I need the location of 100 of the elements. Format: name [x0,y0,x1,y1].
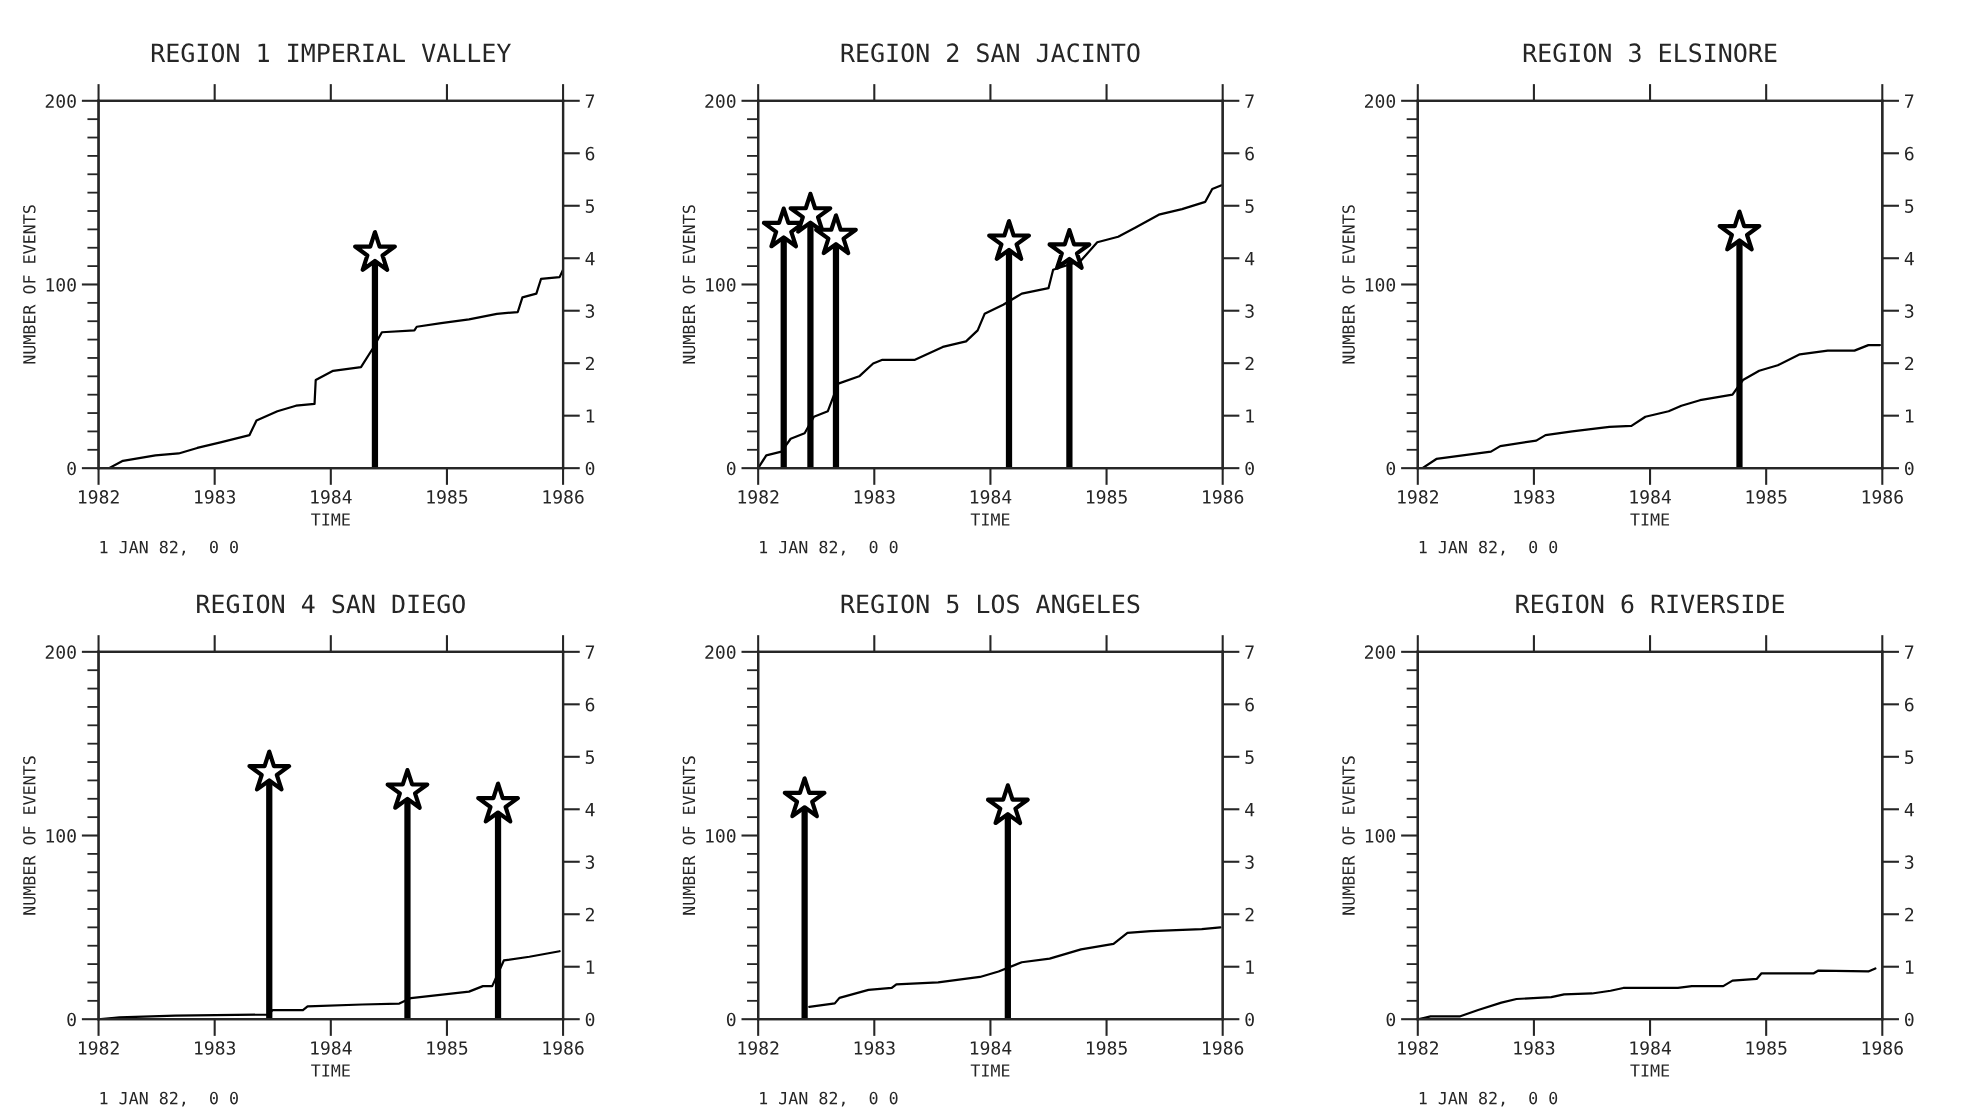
y2-tick-label: 7 [1905,645,1914,659]
y2-tick-label: 2 [1905,907,1914,922]
y2-tick-label: 3 [1245,304,1254,318]
y2-tick-label: 1 [1906,960,1914,974]
y2-tick-label: 5 [585,750,595,764]
y2-tick-label: 0 [585,1012,595,1027]
y2-tick-label: 5 [1245,199,1254,213]
y2-tick-label: 2 [1245,356,1254,371]
y2-tick-label: 1 [586,960,595,974]
y-tick-label: 100 [46,829,76,843]
y2-tick-label: 6 [585,697,595,712]
y-axis-title: NUMBER OF EVENTS [23,205,36,364]
x-tick-label: 1982 [1398,1041,1438,1055]
y-tick-label: 0 [1386,1012,1396,1027]
y2-tick-label: 1 [1246,409,1254,423]
x-tick-label: 1986 [543,1041,584,1055]
y2-tick-label: 3 [585,855,595,869]
x-tick-label: 1984 [311,490,352,504]
y2-tick-label: 4 [585,251,595,266]
x-tick-label: 1983 [195,490,236,504]
y-tick-label: 200 [45,645,76,659]
y-tick-label: 0 [1386,461,1396,476]
y-tick-label: 200 [1364,94,1396,108]
y2-tick-label: 7 [585,645,595,659]
y2-tick-label: 4 [1904,251,1914,266]
chart-title: REGION 6 RIVERSIDE [1516,594,1784,614]
y2-tick-label: 3 [1905,855,1914,869]
text: 1 JAN 82, 0 0 [1419,1091,1558,1107]
point [814,213,858,256]
y2-tick-label: 0 [1245,461,1254,476]
point [247,749,292,792]
y2-tick-label: 2 [585,356,594,371]
y-tick-label: 100 [1365,277,1396,292]
x-axis-title: TIME [970,513,1010,526]
y2-tick-label: 5 [585,199,595,213]
x-axis-title: TIME [1630,1064,1670,1077]
point [1047,227,1092,270]
y2-tick-label: 4 [1245,803,1255,817]
x-tick-label: 1985 [427,1041,468,1055]
x-tick-label: 1985 [1746,490,1787,504]
y-tick-label: 200 [45,94,76,108]
y-tick-label: 0 [67,1012,76,1027]
y-tick-label: 100 [1365,829,1396,843]
y2-tick-label: 6 [585,146,595,161]
y2-tick-label: 1 [1246,960,1254,974]
chart-title: REGION 5 LOS ANGELES [841,594,1140,614]
text: 1 JAN 82, 0 0 [760,1091,898,1107]
x-tick-label: 1982 [738,1041,779,1055]
y2-tick-label: 7 [1905,94,1914,108]
y2-tick-label: 7 [585,94,595,108]
point [788,191,833,234]
x-tick-label: 1982 [78,490,119,504]
point [476,781,520,824]
y2-tick-label: 0 [1905,461,1914,476]
x-tick-label: 1983 [1514,490,1555,504]
text: 1 JAN 82, 0 0 [760,540,898,556]
y-axis-title: NUMBER OF EVENTS [1342,756,1355,915]
x-axis-title: TIME [970,1064,1010,1077]
x-tick-label: 1983 [854,1041,895,1055]
y2-tick-label: 0 [1245,1012,1254,1027]
chart-title: REGION 3 ELSINORE [1523,43,1777,63]
x-axis-title: TIME [311,513,350,526]
x-tick-label: 1984 [970,1041,1012,1055]
x-tick-label: 1985 [1086,490,1127,504]
y-tick-label: 100 [46,277,76,292]
y2-tick-label: 4 [1904,803,1914,817]
x-tick-label: 1983 [854,490,895,504]
x-tick-label: 1986 [1203,1041,1244,1055]
x-tick-label: 1986 [1862,1041,1903,1055]
y2-tick-label: 7 [1245,94,1254,108]
y2-tick-label: 6 [1905,146,1914,161]
y-axis-title: NUMBER OF EVENTS [23,756,36,915]
y2-tick-label: 6 [1245,697,1254,712]
x-tick-label: 1984 [1630,490,1671,504]
x-tick-label: 1983 [1514,1041,1555,1055]
x-tick-label: 1985 [1746,1041,1787,1055]
x-tick-label: 1984 [970,490,1012,504]
y2-tick-label: 2 [1905,356,1914,371]
x-tick-label: 1986 [543,490,584,504]
y2-tick-label: 1 [1906,409,1914,423]
y2-tick-label: 4 [585,803,595,817]
y2-tick-label: 3 [585,304,595,318]
x-tick-label: 1985 [427,490,468,504]
y-tick-label: 200 [705,645,736,659]
y2-tick-label: 3 [1245,855,1254,869]
y-tick-label: 0 [726,1012,736,1027]
x-tick-label: 1985 [1086,1041,1127,1055]
chart-title: REGION 1 IMPERIAL VALLEY [151,43,511,63]
chart-title: REGION 4 SAN DIEGO [197,594,465,614]
x-tick-label: 1984 [311,1041,352,1055]
y-tick-label: 0 [726,461,736,476]
y-axis-title: NUMBER OF EVENTS [1342,205,1355,364]
y2-tick-label: 0 [1905,1012,1914,1027]
point [385,767,430,810]
y2-tick-label: 2 [585,907,594,922]
y2-tick-label: 6 [1905,697,1914,712]
y2-tick-label: 6 [1245,146,1254,161]
line-series [107,268,564,469]
y-tick-label: 0 [67,461,76,476]
x-tick-label: 1986 [1862,490,1903,504]
